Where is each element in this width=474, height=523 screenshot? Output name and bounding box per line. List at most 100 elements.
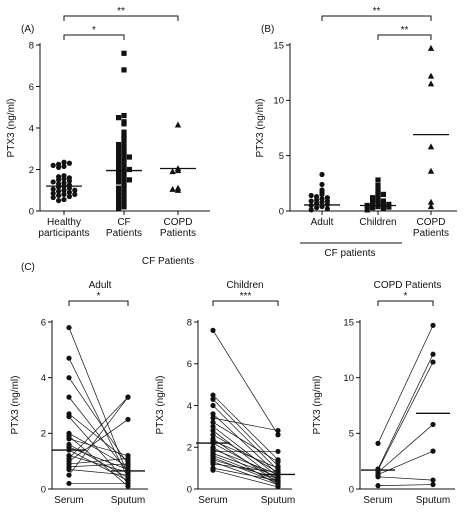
data-point [319, 191, 325, 197]
y-tick-label: 8 [29, 40, 34, 51]
data-point [121, 164, 127, 171]
data-point [126, 154, 132, 160]
chart-panel-c3: 0 5 10 15 PTX3 (ng/ml) COPD Patients Serum Sput… [312, 280, 455, 506]
serum-point [66, 394, 72, 400]
data-point [121, 204, 127, 210]
significance-label: *** [240, 291, 252, 302]
data-point [386, 204, 392, 210]
pair-line [68, 396, 129, 476]
pair-line [212, 440, 279, 469]
data-point [66, 160, 72, 166]
series-1 [106, 50, 142, 212]
data-point [61, 163, 67, 169]
data-point [116, 171, 122, 177]
pair-line [68, 446, 129, 470]
data-point [121, 168, 127, 175]
data-point [116, 193, 122, 200]
significance-bracket [321, 15, 432, 21]
pair-line [212, 434, 279, 473]
data-point [375, 187, 381, 193]
data-point [121, 129, 127, 135]
pair-line [68, 377, 129, 465]
y-axis-label: PTX3 (ng/ml) [6, 99, 17, 158]
panel-label: (C) [21, 262, 35, 273]
x-tick-label: Healthy [47, 217, 81, 228]
pair-line [68, 455, 129, 473]
data-point [50, 186, 56, 192]
pair-line [377, 325, 434, 444]
significance-bracket [63, 34, 125, 40]
sputum-point [275, 469, 281, 475]
data-point [121, 139, 127, 146]
pair-line [212, 453, 279, 477]
y-axis-label: PTX3 (ng/ml) [255, 99, 266, 158]
data-point [308, 198, 314, 204]
data-point [427, 44, 435, 51]
sputum-point [125, 472, 131, 478]
serum-point [66, 466, 72, 473]
serum-point [375, 483, 381, 489]
x-tick-label: Sputum [261, 495, 295, 506]
data-point [61, 191, 67, 197]
data-point [364, 207, 370, 213]
panel-label: (B) [261, 24, 274, 35]
serum-point [210, 396, 216, 402]
data-point [116, 189, 122, 195]
y-tick-label: 0 [187, 484, 192, 495]
panel-title: Adult [89, 280, 112, 291]
data-point [61, 187, 67, 193]
data-point [126, 177, 132, 183]
significance-label: ** [373, 6, 381, 17]
data-point [50, 179, 56, 185]
data-point [427, 72, 435, 79]
x-tick-label: Children [359, 217, 396, 228]
sputum-point [125, 394, 131, 400]
pair-line [68, 358, 129, 479]
data-point [56, 198, 62, 204]
group-label: CF patients [324, 248, 375, 259]
chart-panel-c2: 0 2 4 6 8 PTX3 (ng/ml) Children Serum Sputum *** [155, 280, 295, 506]
serum-point [66, 472, 72, 478]
pair-line [68, 438, 129, 456]
series-1 [360, 177, 396, 213]
data-point [121, 173, 127, 179]
pair-line [68, 469, 129, 476]
data-point [66, 189, 72, 195]
y-tick-label: 8 [187, 317, 192, 328]
serum-point [210, 467, 216, 473]
sputum-point [430, 351, 436, 357]
pair-line [212, 467, 279, 481]
sputum-point [430, 481, 436, 488]
significance-label: * [97, 291, 101, 302]
y-axis-label: PTX3 (ng/ml) [155, 376, 166, 435]
significance-label: ** [401, 25, 409, 36]
sputum-point [275, 484, 281, 490]
data-point [380, 198, 386, 204]
series-2 [413, 44, 449, 210]
y-tick-label: 2 [187, 443, 192, 454]
sputum-point [275, 448, 281, 455]
y-tick-label: 0 [41, 484, 46, 495]
x-tick-label: participants [38, 228, 89, 239]
serum-point [66, 436, 72, 442]
pair-line [377, 450, 434, 475]
pair-line [68, 413, 129, 462]
data-point [116, 142, 122, 148]
data-point [121, 156, 127, 162]
serum-point [210, 461, 216, 467]
y-tick-label: 4 [187, 401, 192, 412]
data-point [116, 154, 122, 160]
sputum-point [430, 448, 436, 454]
serum-point [210, 415, 216, 421]
significance-bracket [212, 300, 279, 306]
data-point [121, 50, 127, 56]
data-point [56, 177, 62, 183]
data-point [380, 191, 386, 197]
sputum-point [275, 459, 281, 465]
sputum-point [125, 455, 131, 461]
y-tick-label: 4 [41, 373, 46, 384]
x-tick-label: CF [117, 217, 130, 228]
data-point [61, 176, 67, 182]
serum-point [210, 402, 216, 409]
data-point [427, 80, 435, 87]
